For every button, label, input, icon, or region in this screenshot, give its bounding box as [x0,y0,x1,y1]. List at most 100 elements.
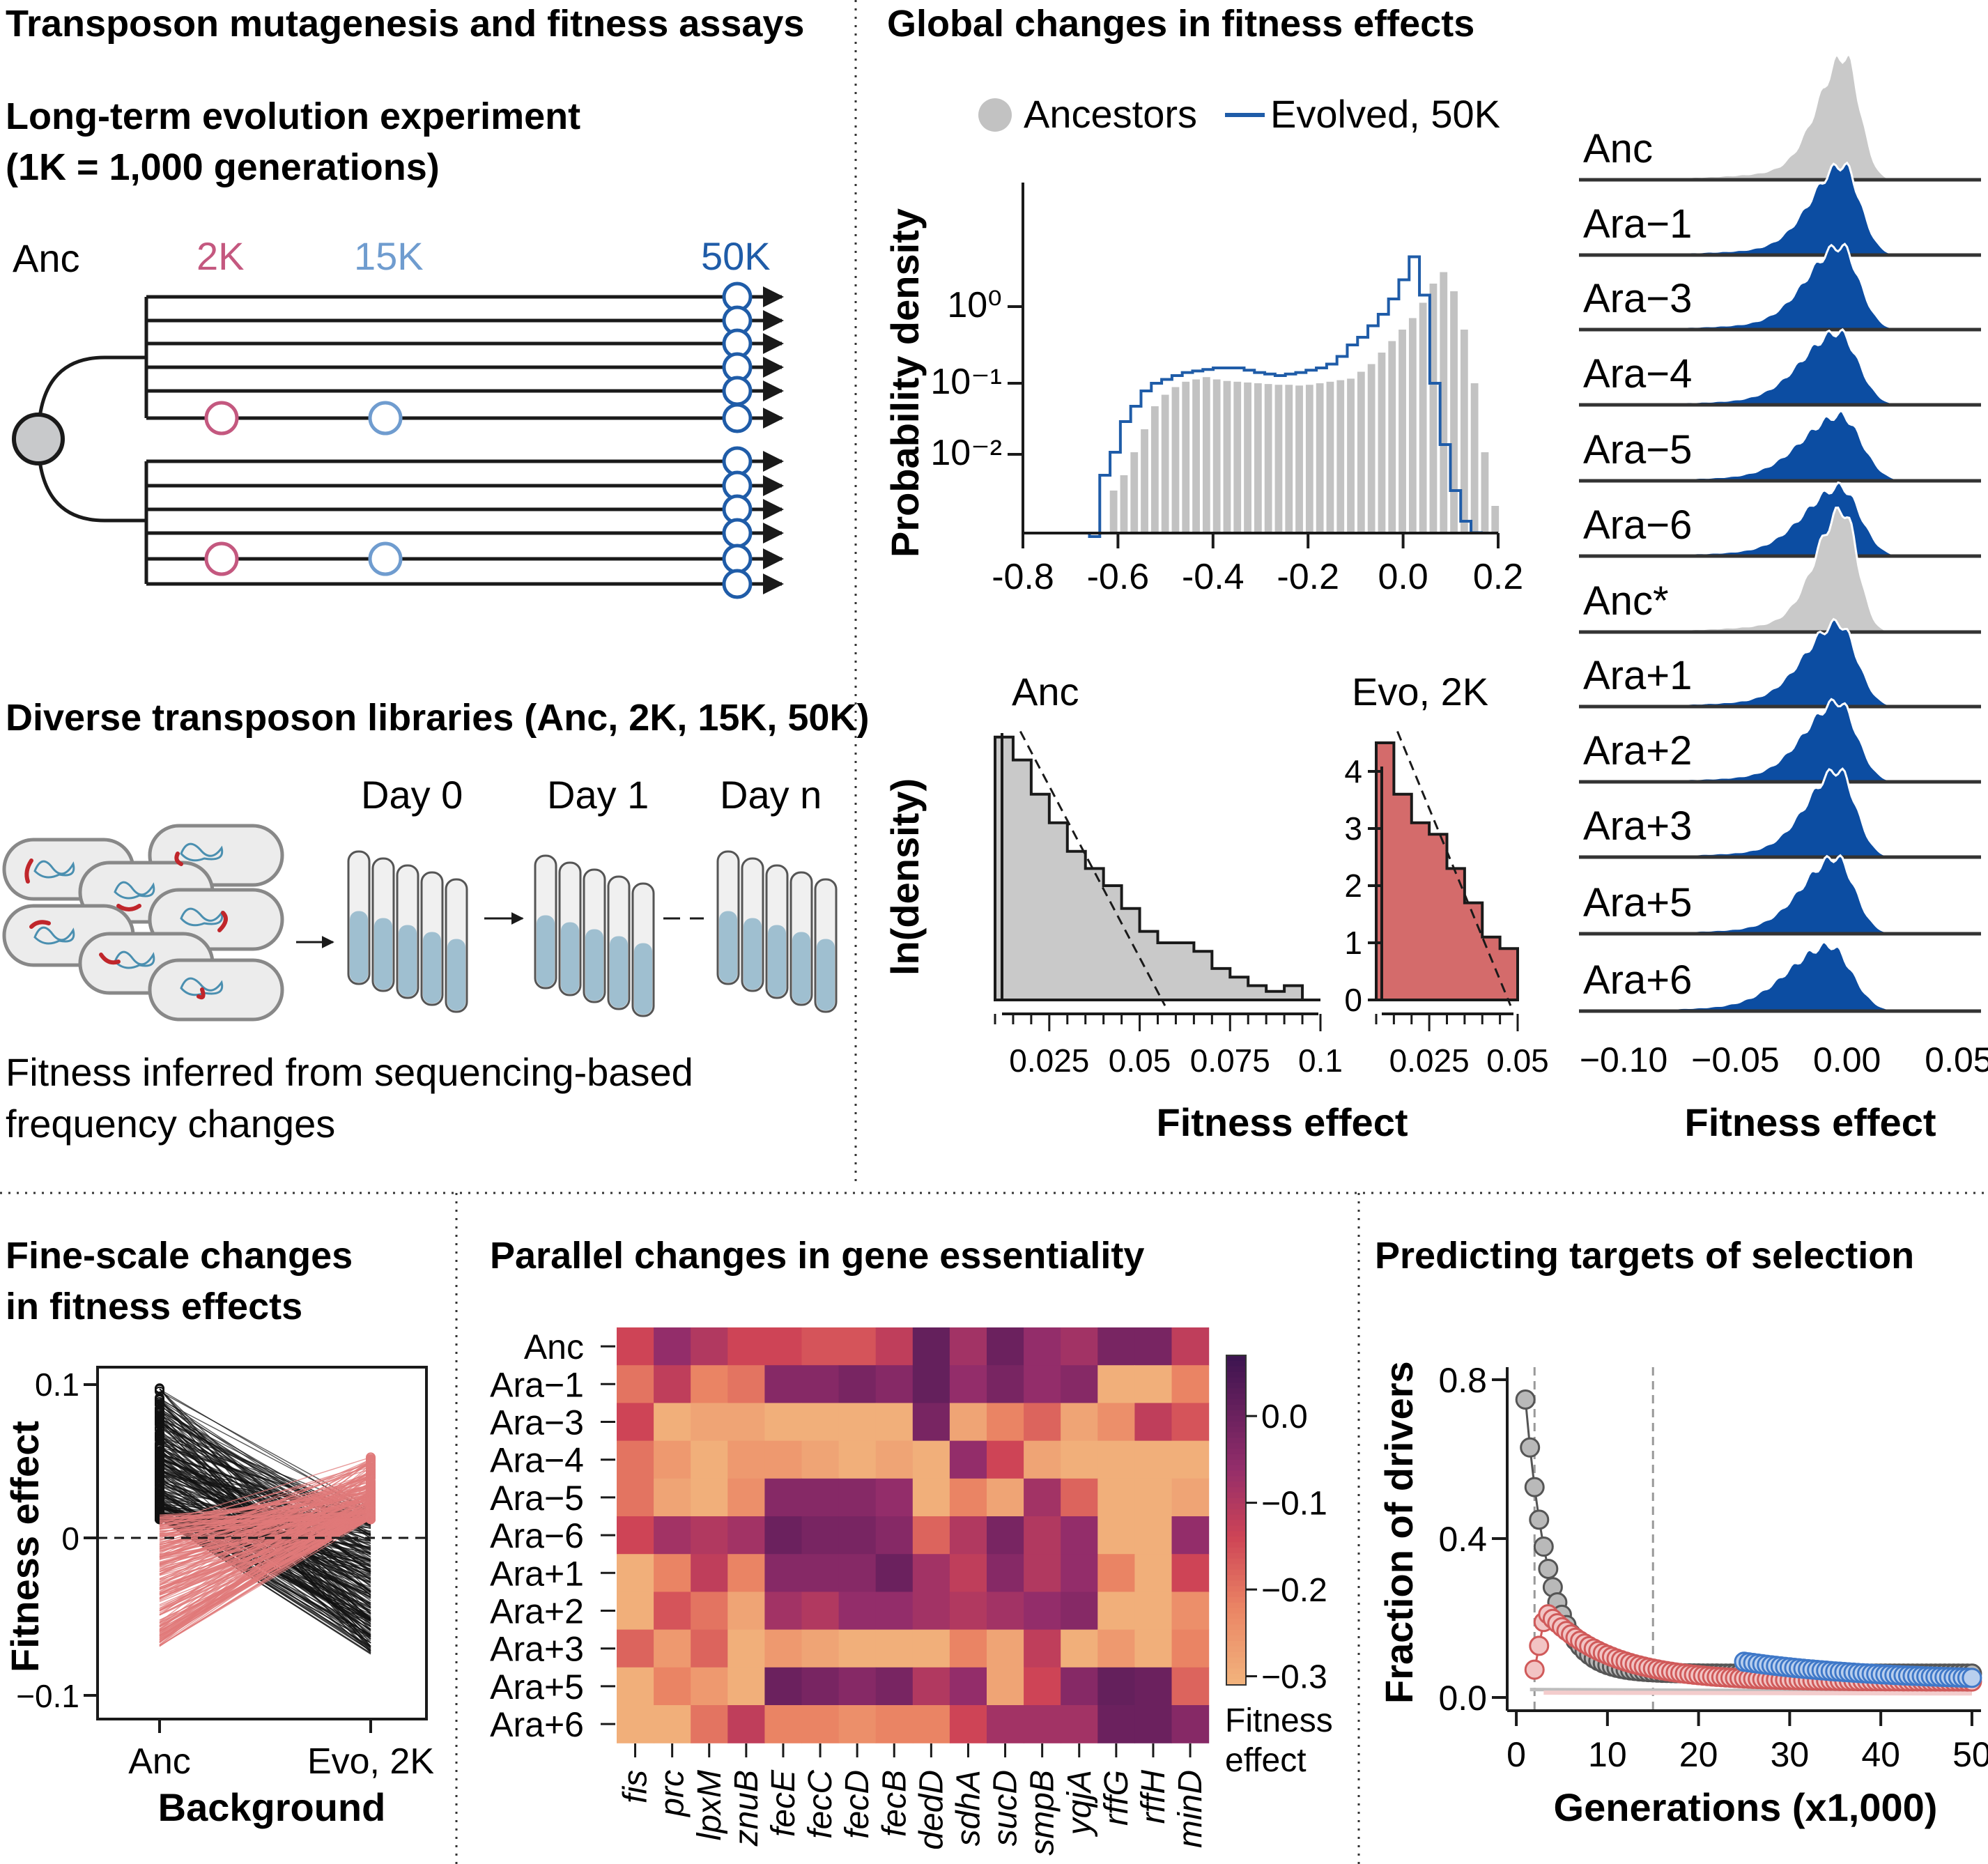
heatmap-cell [654,1705,691,1743]
heatmap-col-label: prc [654,1770,691,1818]
heatmap-cell [912,1554,950,1592]
colorbar-swatch [1226,1438,1246,1444]
paired-yticks: 0.1 0 −0.1 [16,1366,98,1714]
heatmap-cell [949,1554,987,1592]
anc-dfe-title: Anc [1012,670,1079,714]
heatmap-cell [617,1478,654,1517]
colorbar-swatch [1226,1640,1246,1647]
ancestor-bar [1367,364,1376,533]
node-50k [722,403,753,433]
colorbar-swatch [1226,1646,1246,1653]
heatmap-cell [1061,1440,1098,1479]
evo-dfe-fit-line [1396,731,1512,1006]
dfe-xlabel: Fitness effect [1157,1100,1408,1144]
colorbar-swatch [1226,1421,1246,1428]
paired-point-anc [155,1430,164,1440]
paired-point-anc [155,1423,164,1433]
heatmap-cell [838,1478,877,1517]
evo-dfe-title: Evo, 2K [1352,670,1488,714]
heatmap-cell [912,1667,950,1706]
heatmap-cell [912,1705,950,1743]
heatmap-cell [617,1592,654,1631]
heatmap-cell [764,1629,803,1668]
paired-line-pink [159,1495,371,1536]
heatmap-cell [1134,1327,1173,1366]
heatmap-cell [949,1516,987,1555]
ancestor-bar [1161,394,1169,533]
heatmap-cell [654,1667,691,1706]
heatmap-cell [617,1403,654,1442]
dfe-ytick-label: 3 [1344,810,1362,847]
paired-line-pink [159,1516,371,1603]
paired-line-pink [159,1499,371,1546]
heatmap-cell [1024,1403,1061,1442]
tube-liquid [719,911,737,983]
tube-liquid [374,918,392,989]
paired-line-pink [159,1510,371,1588]
ridgeline-chart: Anc Ara−1 Ara−3 Ara−4 Ara−5 Ara−6 Anc* Ara+1 Ara… [1579,52,1988,1079]
ancestor-bar [1316,383,1324,533]
heatmap-cell [691,1705,728,1743]
paired-line-pink [159,1516,371,1518]
tube-liquid [537,915,555,987]
ancestor-bar [1109,491,1118,533]
drivers-ytick-label: 0.0 [1438,1679,1487,1718]
colorbar-swatch [1226,1410,1246,1417]
heatmap-cell [691,1516,728,1555]
paired-line-pink [159,1495,371,1595]
ancestor-bar [1481,452,1489,533]
heatmap-cell [1134,1516,1173,1555]
colorbar-label-line2: effect [1225,1742,1307,1779]
ridge-row-label: Ara+2 [1583,728,1692,773]
colorbar-swatch [1226,1624,1246,1631]
heatmap-row-label: Ara−5 [490,1479,584,1518]
paired-lines-chart: 0.1 0 −0.1 Anc Evo, 2K Background Fitnes… [3,1366,434,1829]
heatmap-cell [987,1327,1024,1366]
colorbar-swatch [1226,1542,1246,1548]
ancestor-bar [1336,380,1345,533]
ridge-row-label: Ara−3 [1583,276,1692,321]
anc-dfe-fit-line [1019,730,1166,1006]
colorbar-swatch [1226,1663,1246,1670]
heatmap-cell [764,1705,803,1743]
paired-xlabel: Background [158,1785,386,1829]
heatmap-cell [1097,1365,1135,1403]
ancestor-bar [1429,284,1438,533]
label-day0: Day 0 [361,773,463,817]
drivers-point [1515,1389,1536,1410]
heatmap-colorbar: 0.0 −0.1 −0.2 −0.3 [1226,1355,1327,1696]
colorbar-tick-label: 0.0 [1261,1399,1308,1435]
paired-point-evo [366,1481,376,1491]
colorbar-swatch [1226,1547,1246,1554]
ancestor-bar [1274,385,1283,533]
drivers-chart: 0 10 20 30 40 50 0.8 0.4 0.0 Generations (x1,000… [1377,1361,1988,1829]
bacteria-cluster [2,824,284,1022]
ancestor-bar [1212,379,1221,533]
heatmap-row-label: Ara+6 [490,1705,584,1744]
heatmap-cell [801,1478,840,1517]
drivers-xtick-label: 40 [1861,1735,1900,1774]
ridge-row-label: Ara−6 [1583,502,1692,548]
heatmap-cell [949,1629,987,1668]
dfe-ytick-label: 0 [1344,982,1362,1018]
paired-line-pink [159,1485,371,1523]
colorbar-swatch [1226,1481,1246,1488]
heatmap-cell [1061,1554,1098,1592]
fitness-note-line2: frequency changes [6,1102,335,1146]
heatmap-col-label: rffH [1135,1770,1172,1824]
heatmap-cell [801,1705,840,1743]
ancestor-bar [1450,291,1458,533]
heatmap-cell [1024,1440,1061,1479]
colorbar-swatch [1226,1493,1246,1499]
paired-line-pink [159,1518,371,1522]
colorbar-swatch [1226,1619,1246,1626]
ancestor-bar [1244,382,1251,533]
paired-point-anc [155,1394,164,1405]
heatmap-cell [764,1478,803,1517]
heatmap-cell [1024,1478,1061,1517]
heatmap-cell [764,1365,803,1403]
paired-point-anc [155,1486,164,1496]
ridge-xtick-label: 0.05 [1925,1040,1988,1079]
colorbar-swatch [1226,1536,1246,1543]
